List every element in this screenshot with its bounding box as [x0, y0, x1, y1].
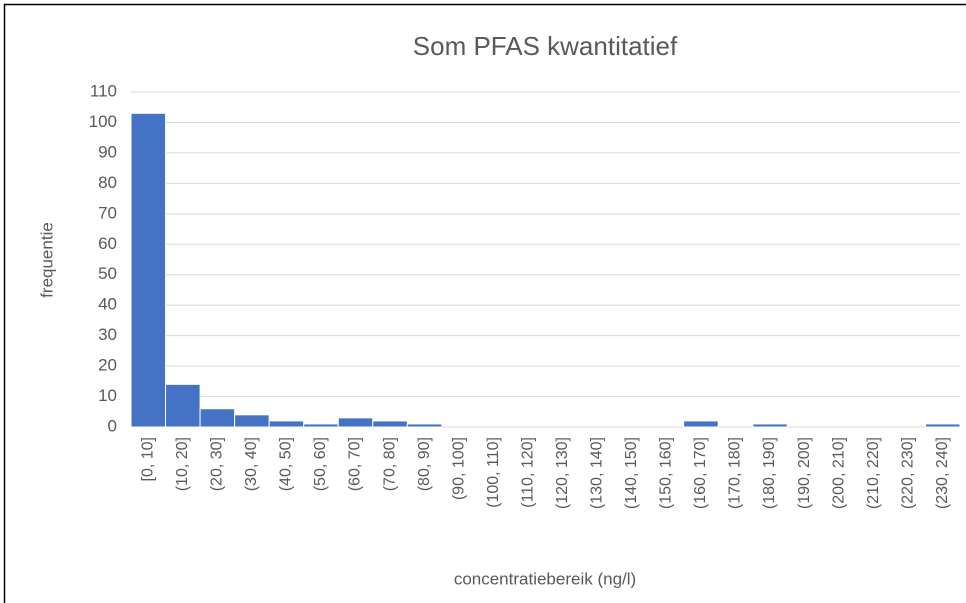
bar [165, 383, 201, 428]
x-tick-label: (130, 140] [589, 437, 606, 509]
y-axis-label: frequentie [37, 222, 56, 298]
x-axis-label: concentratiebereik (ng/l) [454, 569, 636, 588]
bar [268, 420, 305, 428]
x-tick-label: [0, 10] [139, 437, 156, 481]
x-tick-label: (140, 150] [623, 437, 640, 509]
bar [372, 420, 408, 428]
x-tick-label: (80, 90] [416, 437, 433, 491]
bar [199, 408, 236, 428]
bar [234, 414, 270, 428]
y-tick-label: 60 [98, 234, 117, 253]
bar [303, 423, 339, 428]
y-tick-label: 80 [98, 173, 117, 192]
bar [337, 417, 374, 428]
y-tick-label: 40 [98, 295, 117, 314]
x-tick-label: (10, 20] [174, 437, 191, 491]
x-tick-label: (190, 200] [796, 437, 813, 509]
x-tick-label: (50, 60] [312, 437, 329, 491]
y-tick-label: 110 [90, 81, 117, 100]
x-tick-label: (30, 40] [243, 437, 260, 491]
x-tick-label: (170, 180] [727, 437, 744, 509]
x-tick-label: (60, 70] [347, 437, 364, 491]
x-tick-label: (110, 120] [519, 437, 536, 508]
x-tick-label: (230, 240] [934, 437, 951, 509]
chart-title: Som PFAS kwantitatief [413, 31, 678, 61]
bar [406, 423, 443, 428]
x-tick-label: (220, 230] [899, 437, 916, 509]
y-tick-label: 0 [108, 416, 117, 435]
x-tick-label: (100, 110] [485, 437, 502, 508]
y-tick-label: 10 [98, 386, 117, 405]
x-tick-label: (40, 50] [278, 437, 295, 491]
y-tick-label: 100 [89, 112, 117, 131]
x-tick-label: (120, 130] [554, 437, 571, 509]
bar [924, 423, 961, 428]
x-tick-label: (20, 30] [209, 437, 226, 491]
x-tick-label: (70, 80] [381, 437, 398, 491]
y-tick-label: 20 [98, 356, 117, 375]
x-tick-label: (150, 160] [658, 437, 675, 509]
y-tick-label: 30 [98, 325, 117, 344]
bar [752, 423, 788, 428]
x-tick-label: (90, 100] [450, 437, 467, 500]
x-tick-label: (180, 190] [761, 437, 778, 509]
x-tick-label: (210, 220] [865, 437, 882, 509]
y-tick-label: 70 [98, 203, 117, 222]
bar [130, 112, 167, 428]
x-tick-label: (160, 170] [692, 437, 709, 509]
y-tick-label: 90 [98, 142, 117, 161]
bar [683, 420, 719, 428]
x-tick-label: (200, 210] [830, 437, 847, 509]
y-tick-label: 50 [98, 264, 117, 283]
